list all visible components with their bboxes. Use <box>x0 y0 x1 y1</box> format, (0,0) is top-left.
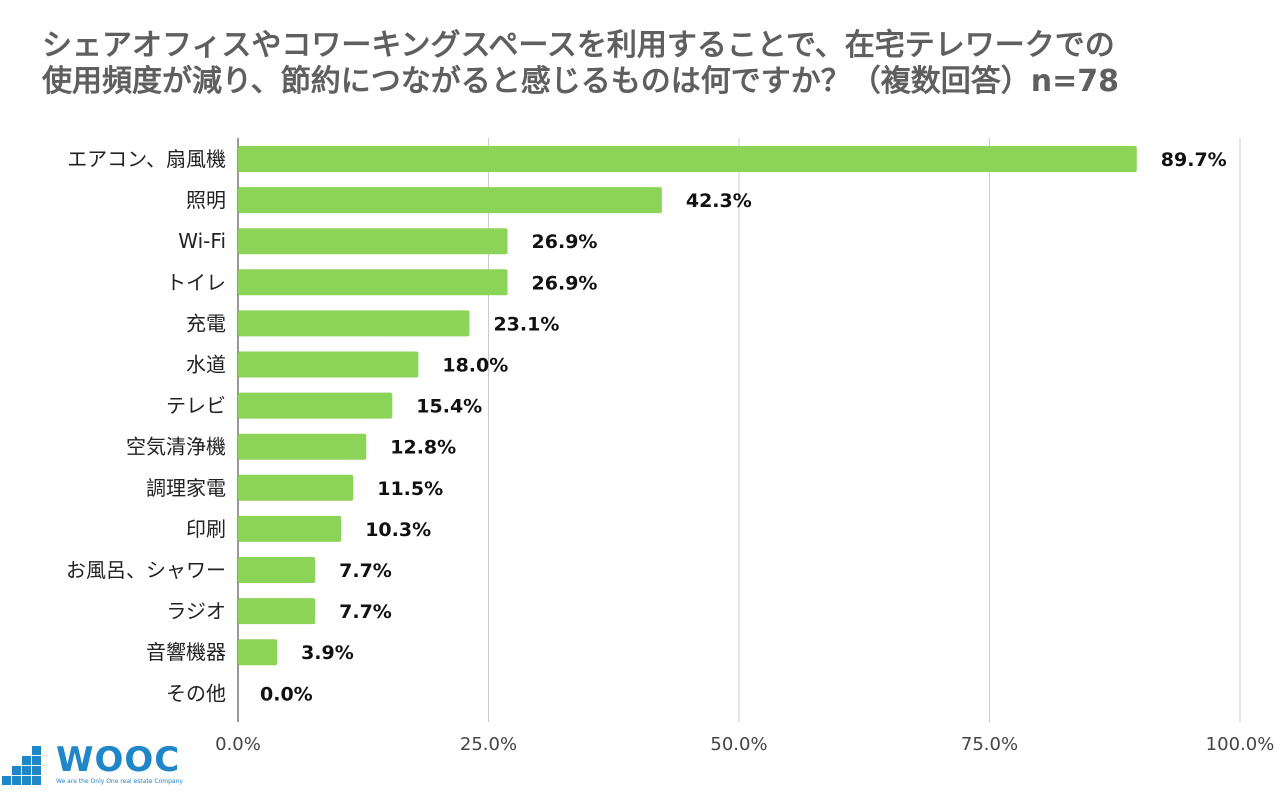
category-label: お風呂、シャワー <box>66 558 226 582</box>
category-label: 音響機器 <box>146 640 226 664</box>
category-label: 充電 <box>186 311 226 335</box>
chart-title-line-2: 使用頻度が減り、節約につながると感じるものは何ですか？（複数回答）n=78 <box>42 64 1120 99</box>
category-label: 空気清浄機 <box>126 435 226 459</box>
value-label: 10.3% <box>365 519 431 541</box>
grid-lines <box>237 138 1241 722</box>
bar <box>238 557 316 583</box>
value-label: 3.9% <box>301 642 354 664</box>
category-label: エアコン、扇風機 <box>67 147 226 171</box>
x-tick-label: 0.0% <box>215 734 261 755</box>
x-tick-label: 25.0% <box>460 734 517 755</box>
category-label: テレビ <box>166 394 226 418</box>
category-label: ラジオ <box>166 599 226 623</box>
bar <box>238 433 367 460</box>
x-tick-labels: 0.0% 25.0% 50.0% 75.0% 100.0% <box>215 734 1274 755</box>
category-label: 印刷 <box>186 517 226 541</box>
bar <box>238 187 662 214</box>
value-label: 18.0% <box>442 355 508 377</box>
value-label: 11.5% <box>377 478 443 500</box>
value-label: 15.4% <box>416 396 482 418</box>
bar <box>238 392 393 419</box>
value-label: 7.7% <box>339 601 392 623</box>
bar <box>238 598 316 625</box>
category-label: 照明 <box>186 188 226 212</box>
value-labels: 89.7% 42.3% 26.9% 26.9% 23.1% 18.0% 15.4% 12.8%… <box>260 149 1227 705</box>
category-label: その他 <box>166 681 226 705</box>
chart-title-line-1: シェアオフィスやコワーキングスペースを利用することで、在宅テレワークでの <box>42 28 1115 63</box>
category-label: Wi-Fi <box>178 229 226 253</box>
bar <box>238 515 342 542</box>
company-logo: WOOC We are the Only One real estate Com… <box>2 742 183 790</box>
value-label: 12.8% <box>390 437 456 459</box>
value-label: 42.3% <box>686 190 752 212</box>
logo-blocks-icon <box>2 746 41 785</box>
bar <box>238 351 419 378</box>
category-label: 調理家電 <box>146 476 226 500</box>
bar <box>238 310 470 337</box>
x-tick-label: 50.0% <box>710 734 767 755</box>
bar <box>238 228 508 255</box>
value-label: 26.9% <box>532 272 598 294</box>
value-label: 26.9% <box>532 231 598 253</box>
value-label: 0.0% <box>260 683 313 705</box>
category-label: 水道 <box>186 353 226 377</box>
bar <box>238 474 354 501</box>
bars <box>238 146 1137 666</box>
category-label: トイレ <box>166 270 226 294</box>
logo-wordmark: WOOC <box>56 740 181 780</box>
bar <box>238 639 278 666</box>
logo-tagline: We are the Only One real estate Company <box>56 778 183 785</box>
x-tick-label: 100.0% <box>1206 734 1275 755</box>
bar <box>238 269 508 296</box>
value-label: 7.7% <box>339 560 392 582</box>
value-label: 23.1% <box>493 313 559 335</box>
value-label: 89.7% <box>1161 149 1227 171</box>
bar <box>238 146 1137 172</box>
x-tick-label: 75.0% <box>961 734 1018 755</box>
chart-title: シェアオフィスやコワーキングスペースを利用することで、在宅テレワークでの 使用頻… <box>42 28 1262 100</box>
